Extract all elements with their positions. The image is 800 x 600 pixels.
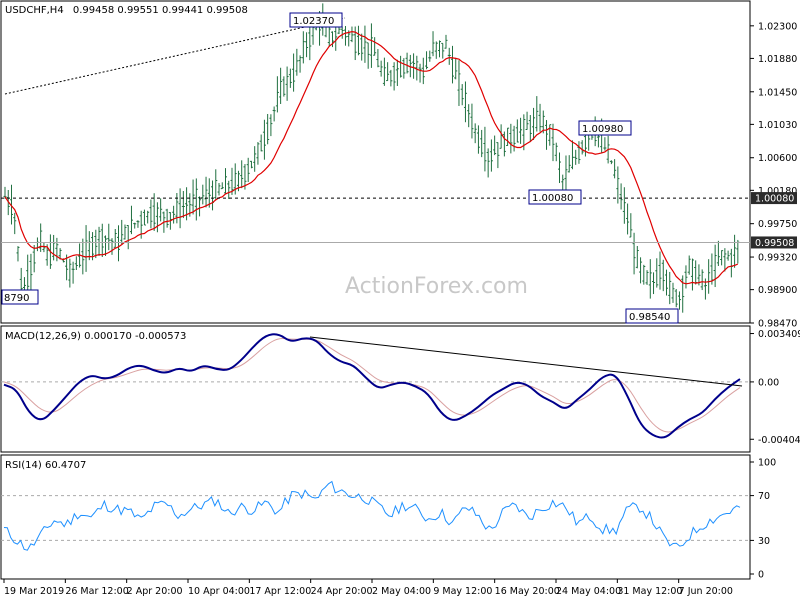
symbol-label: USDCHF,H4 bbox=[5, 5, 64, 16]
annotation-low-2: 0.98540 bbox=[625, 308, 679, 324]
current-price-tag-text: 0.99508 bbox=[755, 238, 794, 249]
annotation-low-3: 8790 bbox=[1, 289, 39, 305]
rsi-tick-label: 70 bbox=[758, 491, 770, 502]
macd-panel: MACD(12,26,9) 0.000170 -0.000573 0.00340… bbox=[0, 325, 800, 453]
time-tick-label: 26 Mar 12:00 bbox=[65, 586, 128, 597]
rsi-tick-label: 100 bbox=[758, 458, 776, 469]
time-tick-label: 24 Apr 20:00 bbox=[311, 586, 373, 597]
price-panel: ActionForex.com USDCHF,H4 0.99458 0.9955… bbox=[0, 0, 797, 330]
support-price-tag-text: 1.00080 bbox=[755, 194, 794, 205]
time-tick-label: 17 Apr 12:00 bbox=[249, 586, 311, 597]
rsi-panel: RSI(14) 60.4707 100 70 30 0 bbox=[0, 454, 776, 581]
watermark-text: ActionForex.com bbox=[345, 274, 528, 299]
annotation-low-2-text: 0.98540 bbox=[629, 312, 670, 323]
price-tick-label: 1.00180 bbox=[758, 186, 797, 197]
price-panel-title: USDCHF,H4 0.99458 0.99551 0.99441 0.9950… bbox=[5, 5, 248, 16]
rsi-tick-label: 30 bbox=[758, 536, 770, 547]
annotation-low-1-text: 1.00080 bbox=[532, 193, 573, 204]
macd-panel-title: MACD(12,26,9) 0.000170 -0.000573 bbox=[5, 331, 186, 342]
annotation-high-2-text: 1.00980 bbox=[582, 124, 623, 135]
price-tick-label: 1.02300 bbox=[758, 21, 797, 32]
price-tick-label: 1.00600 bbox=[758, 153, 797, 164]
macd-tick-label: 0.003409 bbox=[758, 329, 800, 340]
macd-tick-label: 0.00 bbox=[758, 377, 779, 388]
time-tick-label: 2 Apr 20:00 bbox=[127, 586, 183, 597]
time-tick-label: 19 Mar 2019 bbox=[4, 586, 64, 597]
annotation-low-1: 1.00080 bbox=[528, 189, 582, 205]
time-tick-label: 9 May 12:00 bbox=[433, 586, 492, 597]
macd-tick-label: -0.004043 bbox=[758, 435, 800, 446]
annotation-high-1-text: 1.02370 bbox=[293, 16, 334, 27]
annotation-high-2: 1.00980 bbox=[578, 120, 632, 136]
price-tick-label: 0.98470 bbox=[758, 319, 797, 330]
macd-axis: 0.003409 0.00 -0.004043 bbox=[750, 329, 800, 446]
price-tick-label: 0.98900 bbox=[758, 285, 797, 296]
rsi-tick-label: 0 bbox=[758, 570, 764, 581]
price-tick-label: 0.99750 bbox=[758, 219, 797, 230]
price-axis: 1.02300 1.01880 1.01450 1.01030 1.00600 1.001… bbox=[750, 21, 797, 330]
time-axis: 19 Mar 2019 26 Mar 12:002 Apr 20:00 10 Apr… bbox=[3, 579, 733, 597]
time-tick-label: 31 May 12:00 bbox=[617, 586, 682, 597]
time-tick-label: 24 May 04:00 bbox=[556, 586, 621, 597]
price-tick-label: 1.01880 bbox=[758, 54, 797, 65]
support-price-tag: 1.00080 bbox=[751, 192, 797, 205]
time-tick-label: 2 May 04:00 bbox=[372, 586, 431, 597]
time-tick-label: 10 Apr 04:00 bbox=[188, 586, 250, 597]
macd-line bbox=[3, 333, 741, 439]
time-tick-label: 16 May 20:00 bbox=[495, 586, 560, 597]
ohlc-label: 0.99458 0.99551 0.99441 0.99508 bbox=[73, 5, 248, 16]
current-price-tag: 0.99508 bbox=[751, 236, 797, 249]
time-tick-label: 7 Jun 20:00 bbox=[679, 586, 733, 597]
moving-average-line bbox=[4, 30, 739, 285]
macd-trendline bbox=[309, 336, 743, 387]
annotation-low-3-text: 8790 bbox=[4, 293, 29, 304]
price-tick-label: 0.99320 bbox=[758, 253, 797, 264]
rsi-line bbox=[3, 480, 741, 551]
price-tick-label: 1.01450 bbox=[758, 87, 797, 98]
rsi-axis: 100 70 30 0 bbox=[750, 458, 776, 581]
price-tick-label: 1.01030 bbox=[758, 120, 797, 131]
rsi-panel-title: RSI(14) 60.4707 bbox=[5, 460, 86, 471]
macd-signal-line bbox=[3, 337, 741, 433]
annotation-high-1: 1.02370 bbox=[289, 12, 343, 28]
